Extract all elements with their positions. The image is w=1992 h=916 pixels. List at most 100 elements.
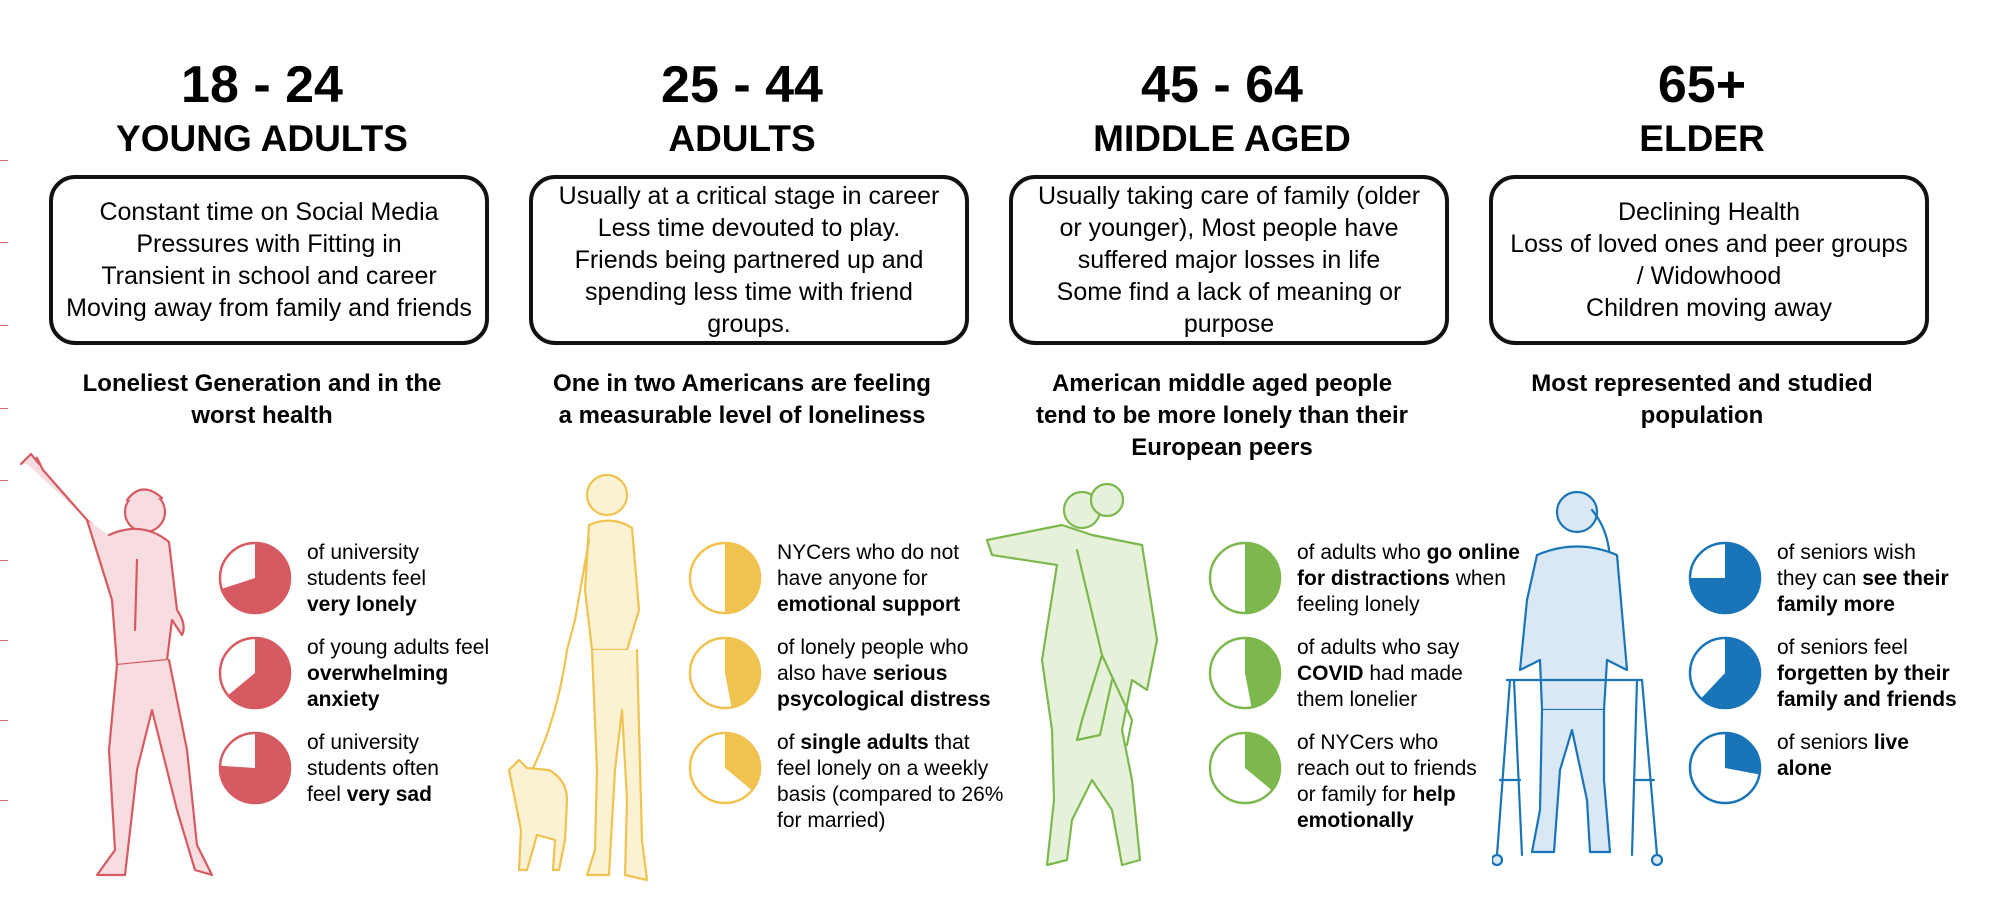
stat-caption-line: reach out to friends <box>1297 757 1477 780</box>
tick-mark <box>0 408 8 409</box>
stat-caption-line: very lonely <box>307 593 417 616</box>
stat-caption-line: forgetten by their <box>1777 662 1950 685</box>
stat-item: of young adults feel overwhelming anxiety <box>217 635 637 715</box>
stat-caption: of university students often feel very sad <box>307 730 647 808</box>
stat-caption-line: for married) <box>777 809 886 832</box>
stat-pie-chart <box>1688 541 1762 615</box>
stat-pie-chart <box>1688 636 1762 710</box>
stat-caption-line: feel very sad <box>307 783 432 806</box>
pie-slice <box>1701 638 1760 708</box>
stat-caption-line: students feel <box>307 567 427 590</box>
category-title: MIDDLE AGED <box>1093 118 1351 159</box>
stat-caption-line: anxiety <box>307 688 380 711</box>
piggyback-carry-icon <box>985 482 1159 867</box>
factor-line: Usually at a critical stage in career <box>558 182 940 210</box>
elder-with-walker-icon <box>1492 490 1664 867</box>
stat-caption: of lonely people who also have serious psy… <box>777 635 1117 713</box>
stat-item: of NYCers who reach out to friends or fami… <box>1207 730 1627 832</box>
tick-mark <box>0 160 8 161</box>
stat-caption-line: or family for help <box>1297 783 1456 806</box>
category-title: YOUNG ADULTS <box>116 118 408 159</box>
pie-slice <box>221 543 290 613</box>
stat-caption: of university students feel very lonely <box>307 540 647 618</box>
stat-caption-line: have anyone for <box>777 567 928 590</box>
stat-caption-line: family more <box>1777 593 1895 616</box>
tick-mark <box>0 560 8 561</box>
stat-caption-line: feeling lonely <box>1297 593 1420 616</box>
stat-caption: of adults who go online for distractions … <box>1297 540 1637 618</box>
stat-caption-line: basis (compared to 26% <box>777 783 1004 806</box>
pie-slice <box>1245 733 1280 791</box>
age-range: 18 - 24 <box>181 56 343 114</box>
category-title: ELDER <box>1639 118 1765 159</box>
tick-mark <box>0 720 8 721</box>
stat-caption-line: emotionally <box>1297 809 1414 832</box>
stat-caption-line: COVID had made <box>1297 662 1463 685</box>
factor-line: / Widowhood <box>1636 262 1782 290</box>
factor-line: Pressures with Fitting in <box>136 230 402 258</box>
stat-caption-line: of seniors live <box>1777 731 1909 754</box>
stat-item: of seniors feel forgetten by their family … <box>1687 635 1992 715</box>
stat-item: NYCers who do not have anyone for emotiona… <box>687 540 1107 620</box>
factors-box: Constant time on Social Media Pressures … <box>49 175 489 345</box>
factor-line: suffered major losses in life <box>1077 246 1381 274</box>
stat-pie-chart <box>218 636 292 710</box>
stat-caption: of NYCers who reach out to friends or fami… <box>1297 730 1637 834</box>
category-title: ADULTS <box>668 118 816 159</box>
factors-box: Usually taking care of family (older or … <box>1009 175 1449 345</box>
factor-line: Some find a lack of meaning or <box>1056 278 1402 306</box>
stat-caption-line: of NYCers who <box>1297 731 1439 754</box>
age-range: 25 - 44 <box>661 56 823 114</box>
headline: American middle aged people tend to be m… <box>1035 370 1409 461</box>
stat-caption-line: also have serious <box>777 662 948 685</box>
stat-caption: of seniors live alone <box>1777 730 1992 782</box>
stat-caption: of adults who say COVID had made them lone… <box>1297 635 1637 713</box>
stat-caption: of single adults that feel lonely on a we… <box>777 730 1117 834</box>
group-elder: 65+ ELDER Declining Health Loss of loved… <box>1457 0 1957 916</box>
factor-line: Loss of loved ones and peer groups <box>1510 230 1908 258</box>
pie-slice <box>1245 638 1280 708</box>
stat-item: of university students often feel very sad <box>217 730 637 810</box>
factor-line: Transient in school and career <box>101 262 437 290</box>
group-young-adults: 18 - 24 YOUNG ADULTS Constant time on So… <box>17 0 507 916</box>
factor-line: spending less time with friend <box>585 278 913 306</box>
headline: Loneliest Generation and in the worst he… <box>82 370 442 429</box>
stat-caption-line: family and friends <box>1777 688 1957 711</box>
tick-mark <box>0 640 8 641</box>
stat-pie-chart <box>688 731 762 805</box>
pie-slice <box>1245 543 1280 613</box>
factor-line: Friends being partnered up and <box>574 246 924 274</box>
stat-caption-line: alone <box>1777 757 1832 780</box>
stat-item: of adults who say COVID had made them lone… <box>1207 635 1627 715</box>
stat-item: of university students feel very lonely <box>217 540 637 620</box>
tick-mark <box>0 242 8 243</box>
headline: One in two Americans are feeling a measu… <box>553 370 931 429</box>
stat-caption-line: of single adults that <box>777 731 970 754</box>
person-walking-dog-icon <box>507 473 649 882</box>
stat-caption-line: of seniors wish <box>1777 541 1916 564</box>
stat-caption-line: psycological distress <box>777 688 991 711</box>
tick-mark <box>0 480 8 481</box>
stat-caption-line: they can see their <box>1777 567 1949 590</box>
stat-item: of seniors live alone <box>1687 730 1992 810</box>
factor-line: Constant time on Social Media <box>99 198 439 226</box>
stat-caption-line: NYCers who do not <box>777 541 960 564</box>
stat-caption-line: for distractions when <box>1297 567 1506 590</box>
stat-caption-line: of adults who say <box>1297 636 1460 659</box>
stat-caption: of young adults feel overwhelming anxiety <box>307 635 647 713</box>
stat-caption: of seniors wish they can see their family … <box>1777 540 1992 618</box>
group-adults: 25 - 44 ADULTS Usually at a critical sta… <box>497 0 1003 916</box>
stat-pie-chart <box>218 541 292 615</box>
stat-caption-line: overwhelming <box>307 662 449 685</box>
stat-pie-chart <box>1208 541 1282 615</box>
factors-box: Declining Health Loss of loved ones and … <box>1489 175 1929 345</box>
stat-caption-line: of university <box>307 541 420 564</box>
stat-caption-line: feel lonely on a weekly <box>777 757 989 780</box>
pie-slice <box>1725 733 1760 775</box>
pie-slice <box>220 733 290 803</box>
factor-line: Children moving away <box>1586 294 1832 322</box>
factor-line: groups. <box>707 310 791 338</box>
age-range: 45 - 64 <box>1141 56 1303 114</box>
pie-slice <box>228 638 290 708</box>
stat-pie-chart <box>688 541 762 615</box>
